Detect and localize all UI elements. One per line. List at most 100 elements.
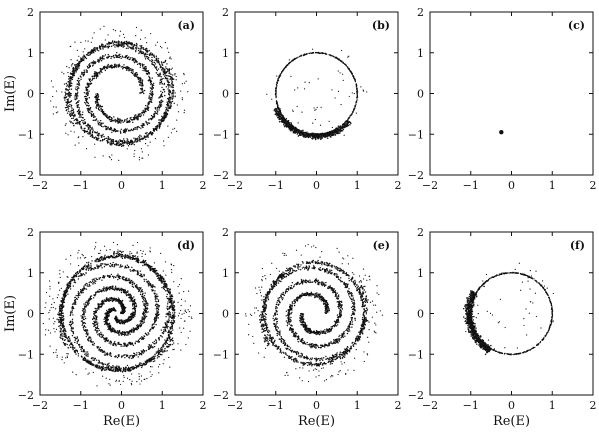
scatter-point (107, 135, 109, 138)
scatter-point (181, 97, 183, 99)
scatter-point (306, 131, 308, 133)
scatter-point (89, 80, 92, 83)
scatter-point (156, 298, 158, 300)
scatter-point (134, 141, 136, 143)
scatter-point (319, 124, 322, 126)
scatter-point (278, 115, 281, 117)
scatter-point (112, 277, 115, 279)
scatter-point (336, 130, 338, 133)
scatter-point (113, 116, 115, 118)
x-tick-label: −2 (32, 179, 48, 192)
scatter-point (345, 120, 347, 122)
scatter-point (128, 68, 131, 71)
scatter-point (148, 58, 150, 60)
scatter-point (277, 79, 279, 81)
scatter-point (139, 38, 142, 40)
scatter-point (85, 93, 88, 95)
scatter-point (145, 65, 147, 68)
scatter-point (86, 88, 89, 91)
scatter-point (95, 118, 98, 120)
scatter-point (118, 56, 121, 59)
scatter-point (145, 50, 147, 52)
x-tick-label: 0 (118, 399, 125, 412)
scatter-point (50, 100, 52, 102)
scatter-point (74, 92, 77, 95)
scatter-point (119, 130, 122, 132)
scatter-point (92, 283, 94, 285)
scatter-point (154, 59, 156, 62)
scatter-point (317, 78, 319, 80)
scatter-point (144, 110, 146, 112)
scatter-point (290, 123, 293, 125)
scatter-point (126, 69, 128, 71)
scatter-point (341, 49, 343, 52)
scatter-point (132, 71, 134, 73)
scatter-point (131, 46, 133, 48)
scatter-point (95, 100, 97, 103)
scatter-point (76, 104, 79, 106)
scatter-point (159, 66, 162, 68)
scatter-point (52, 95, 54, 98)
scatter-point (69, 111, 71, 113)
scatter-point (127, 45, 129, 47)
scatter-point (138, 51, 141, 53)
scatter-point (338, 126, 340, 129)
scatter-point (158, 356, 160, 358)
scatter-point (164, 290, 167, 292)
scatter-point (126, 41, 129, 44)
scatter-point (146, 42, 148, 44)
scatter-point (140, 148, 143, 150)
scatter-point (131, 140, 133, 142)
scatter-point (148, 96, 150, 99)
scatter-point (299, 131, 301, 134)
scatter-point (121, 119, 124, 122)
scatter-point (83, 69, 85, 72)
y-tick-label: 1 (27, 267, 34, 280)
scatter-point (151, 62, 153, 65)
scatter-point (65, 92, 67, 95)
scatter-point (295, 130, 297, 133)
scatter-point (355, 84, 358, 87)
scatter-point (86, 125, 88, 127)
scatter-point (83, 73, 85, 76)
scatter-point (107, 63, 109, 66)
scatter-point (159, 75, 161, 77)
scatter-point (315, 108, 317, 111)
y-tick-label: 2 (27, 6, 34, 19)
scatter-point (320, 138, 322, 141)
scatter-point (292, 110, 294, 112)
scatter-point (139, 64, 142, 67)
scatter-point (127, 145, 130, 147)
scatter-point (275, 93, 277, 96)
y-tick-label: 0 (222, 88, 229, 101)
scatter-point (91, 37, 93, 39)
x-tick-label: 1 (159, 399, 166, 412)
scatter-point (79, 116, 81, 118)
scatter-point (69, 103, 71, 106)
scatter-point (160, 353, 162, 356)
scatter-point (131, 141, 134, 144)
scatter-point (82, 51, 84, 53)
scatter-point (141, 111, 143, 114)
x-tick-label: 0 (313, 179, 320, 192)
scatter-point (152, 86, 154, 89)
y-axis-label: Im(E) (3, 295, 18, 332)
scatter-point (164, 347, 166, 350)
scatter-point (344, 124, 347, 127)
scatter-point (176, 104, 178, 106)
x-tick-label: 0 (508, 179, 515, 192)
scatter-point (170, 75, 172, 78)
scatter-point (275, 92, 277, 95)
scatter-point (284, 67, 286, 69)
scatter-point (88, 281, 90, 284)
scatter-point (130, 47, 132, 49)
scatter-point (166, 308, 169, 311)
scatter-point (170, 86, 172, 88)
scatter-point (276, 100, 278, 103)
scatter-point (140, 114, 142, 117)
scatter-point (142, 51, 144, 53)
scatter-point (183, 73, 185, 76)
scatter-point (185, 80, 187, 82)
scatter-point (143, 67, 146, 69)
scatter-point (78, 121, 81, 124)
